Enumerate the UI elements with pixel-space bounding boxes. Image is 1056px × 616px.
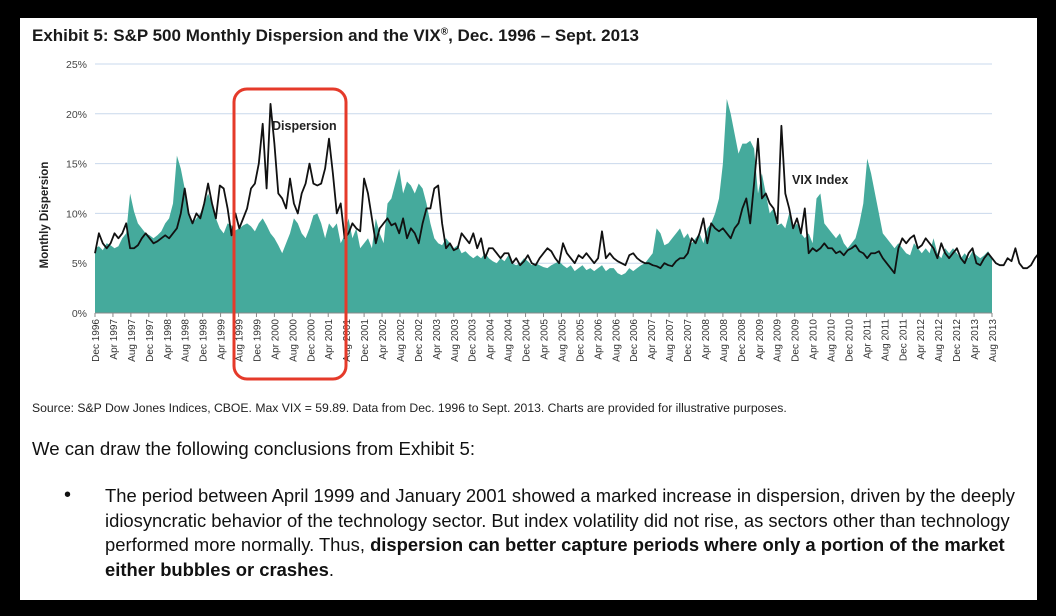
x-tick-label: Dec 2003	[468, 319, 479, 362]
y-tick-label: 15%	[66, 159, 87, 171]
y-tick-label: 5%	[72, 258, 87, 270]
x-tick-label: Dec 2011	[898, 319, 909, 362]
x-tick-label: Dec 1997	[145, 319, 156, 362]
x-tick-label: Aug 1999	[235, 319, 246, 362]
x-tick-label: Dec 2000	[306, 319, 317, 362]
x-axis-ticks: Dec 1996 Apr 1997 Aug 1997 Dec 1997 Apr 1998…	[91, 313, 999, 362]
x-tick-label: Apr 2009	[755, 319, 766, 360]
y-axis-label: Monthly Dispersion	[39, 162, 51, 269]
x-tick-label: Apr 1998	[163, 319, 174, 360]
y-axis-ticks: 0% 5% 10% 15% 20% 25%	[66, 59, 87, 320]
x-tick-label: Dec 1999	[252, 319, 263, 362]
x-tick-label: Apr 2001	[324, 319, 335, 360]
x-tick-label: Dec 2004	[522, 319, 533, 362]
x-tick-label: Dec 1996	[91, 319, 102, 362]
highlight-box-1999-2001	[232, 87, 348, 381]
x-tick-label: Apr 2007	[647, 319, 658, 360]
x-tick-label: Dec 2010	[844, 319, 855, 362]
x-tick-label: Dec 2008	[737, 319, 748, 362]
x-tick-label: Aug 2000	[288, 319, 299, 362]
x-tick-label: Apr 2010	[809, 319, 820, 360]
dispersion-annotation: Dispersion	[272, 119, 337, 133]
x-tick-label: Apr 2000	[270, 319, 281, 360]
x-tick-label: Apr 1997	[109, 319, 120, 360]
x-tick-label: Apr 2004	[486, 319, 497, 360]
x-tick-label: Dec 2007	[683, 319, 694, 362]
vix-line-series	[94, 102, 1037, 275]
x-tick-label: Aug 2001	[342, 319, 353, 362]
exhibit-title: Exhibit 5: S&P 500 Monthly Dispersion an…	[32, 26, 639, 45]
dispersion-area-series	[95, 98, 992, 313]
x-tick-label: Dec 2001	[360, 319, 371, 362]
x-tick-label: Dec 2006	[629, 319, 640, 362]
x-tick-label: Dec 2012	[952, 319, 963, 362]
x-tick-label: Dec 2009	[791, 319, 802, 362]
exhibit-page: Exhibit 5: S&P 500 Monthly Dispersion an…	[20, 18, 1037, 600]
x-tick-label: Aug 2005	[557, 319, 568, 362]
x-tick-label: Aug 2004	[504, 319, 515, 362]
x-tick-label: Apr 2013	[970, 319, 981, 360]
y-tick-label: 25%	[66, 59, 87, 71]
x-tick-label: Aug 1997	[127, 319, 138, 362]
x-tick-label: Dec 2005	[575, 319, 586, 362]
y-tick-label: 0%	[72, 308, 87, 320]
x-tick-label: Aug 2013	[988, 319, 999, 362]
x-tick-label: Apr 2002	[378, 319, 389, 360]
y-tick-label: 10%	[66, 208, 87, 220]
x-tick-label: Aug 2011	[880, 319, 891, 362]
x-tick-label: Apr 2006	[593, 319, 604, 360]
source-note: Source: S&P Dow Jones Indices, CBOE. Max…	[32, 401, 787, 415]
conclusions-intro: We can draw the following conclusions fr…	[32, 438, 476, 459]
x-tick-label: Aug 1998	[181, 319, 192, 362]
x-tick-label: Aug 2006	[611, 319, 622, 362]
x-tick-label: Apr 2012	[916, 319, 927, 360]
dispersion-vix-chart: 0% 5% 10% 15% 20% 25% Dec 1996 Apr 1997 Aug 199…	[39, 59, 1037, 381]
x-tick-label: Aug 2007	[665, 319, 676, 362]
x-tick-label: Aug 2009	[773, 319, 784, 362]
y-tick-label: 20%	[66, 109, 87, 121]
bullet-icon: •	[64, 484, 72, 506]
vix-annotation: VIX Index	[792, 173, 848, 187]
x-tick-label: Aug 2002	[396, 319, 407, 362]
x-tick-label: Aug 2012	[934, 319, 945, 362]
x-tick-label: Apr 2011	[862, 319, 873, 359]
bullet-paragraph: The period between April 1999 and Januar…	[105, 485, 1015, 580]
x-tick-label: Apr 1999	[217, 319, 228, 360]
x-tick-label: Apr 2003	[432, 319, 443, 360]
x-tick-label: Aug 2008	[719, 319, 730, 362]
x-tick-label: Dec 2002	[414, 319, 425, 362]
x-tick-label: Aug 2003	[450, 319, 461, 362]
x-tick-label: Apr 2008	[701, 319, 712, 360]
x-tick-label: Apr 2005	[540, 319, 551, 360]
x-tick-label: Aug 2010	[827, 319, 838, 362]
x-tick-label: Dec 1998	[199, 319, 210, 362]
